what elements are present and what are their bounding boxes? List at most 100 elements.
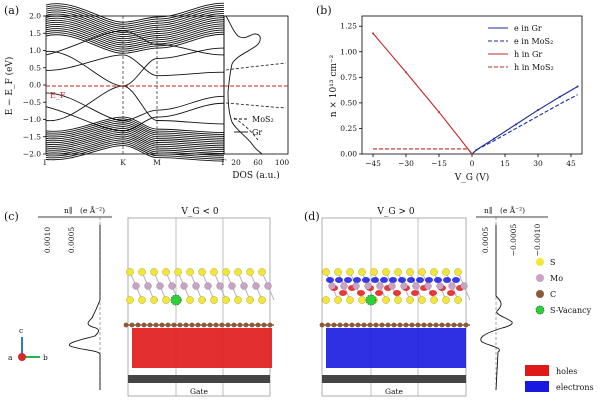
band-line: [45, 11, 225, 31]
structure-c-title: V_G < 0: [180, 207, 218, 217]
band-line: [45, 85, 225, 125]
chart-y-tick-label: 0.25: [340, 124, 357, 133]
c-atom: [355, 322, 361, 328]
band-lines: [45, 2, 225, 162]
hole-blob: [393, 290, 401, 296]
triad-b-label: b: [43, 353, 48, 362]
c-atom: [129, 322, 135, 328]
c-atom: [177, 322, 183, 328]
mo-atom: [264, 282, 272, 290]
series-point-0: [576, 85, 579, 88]
profile-c-tick-1: 0.0010: [43, 227, 52, 253]
s-vacancy-c: [170, 294, 182, 306]
s-atom: [394, 296, 402, 304]
s-atom: [210, 296, 218, 304]
c-atom: [373, 322, 379, 328]
chart-legend: e in Gr e in MoS₂ h in Gr h in MoS₂: [488, 24, 554, 72]
series-point-2: [372, 32, 374, 35]
s-atom: [430, 268, 438, 276]
c-atom: [237, 322, 243, 328]
c-atom: [171, 322, 177, 328]
band-y-tick-label: 0.0: [29, 81, 41, 90]
s-atom: [222, 268, 230, 276]
mo-atom: [228, 282, 236, 290]
chart-x-tick-label: −30: [398, 159, 414, 168]
electron-blob: [335, 277, 343, 283]
band-y-tick-label: 1.5: [29, 29, 41, 38]
panel-d-label: (d): [304, 210, 320, 223]
profile-c-tick-2: 0.0005: [67, 227, 76, 253]
legend-label-2: h in Gr: [514, 50, 542, 59]
s-atom: [162, 268, 170, 276]
electron-blob: [326, 277, 334, 283]
chart-x-tick-label: 15: [500, 159, 510, 168]
electron-blob: [407, 277, 415, 283]
atom-legend-swatch-3: [535, 305, 545, 315]
atom-legend-swatch-1: [536, 274, 544, 282]
charge-legend-label-0: holes: [556, 367, 577, 376]
c-atom: [451, 322, 457, 328]
c-atom: [427, 322, 433, 328]
mo-atom: [436, 282, 444, 290]
band-x-tick-gamma2: Γ: [221, 158, 226, 167]
s-atom: [246, 268, 254, 276]
mo-atom: [400, 282, 408, 290]
s-atom: [454, 268, 462, 276]
carrier-density-chart: −45 −30 −15 0 15 30 45 0.00 0.25 0.50 0.75 1.00 1.25…: [329, 15, 583, 183]
gate-electrode-c: [128, 375, 270, 383]
band-line: [45, 131, 225, 149]
band-y-tick-label: −1.0: [23, 115, 41, 124]
s-atom: [430, 296, 438, 304]
atom-legend-label-3: S-Vacancy: [550, 306, 592, 315]
charge-legend-swatch-0: [525, 365, 549, 376]
triad-a-label: a: [8, 353, 13, 362]
chart-y-tick-label: 0.75: [340, 73, 357, 82]
s-atom: [346, 296, 354, 304]
profile-d-curve: [480, 225, 513, 391]
hole-blob: [375, 290, 383, 296]
electron-blob: [416, 277, 424, 283]
mo-atom: [328, 282, 336, 290]
band-line: [45, 31, 225, 52]
band-y-tick-label: −1.5: [23, 132, 41, 141]
chart-x-tick-label: −45: [365, 159, 381, 168]
profile-d-tick-1: 0.0005: [481, 227, 490, 253]
s-atom: [418, 296, 426, 304]
series-point-2: [471, 153, 473, 155]
hole-blob: [339, 290, 347, 296]
c-atom: [403, 322, 409, 328]
mo-atom: [192, 282, 200, 290]
c-atom: [361, 322, 367, 328]
c-atom: [325, 322, 331, 328]
c-atom: [159, 322, 165, 328]
band-line: [45, 27, 225, 48]
atom-legend: S Mo C S-Vacancy: [535, 258, 592, 315]
c-atom: [267, 322, 273, 328]
mo-atom: [424, 282, 432, 290]
series-point-0: [537, 109, 539, 112]
band-line: [45, 133, 225, 151]
atom-legend-swatch-2: [536, 290, 544, 298]
s-atom: [334, 296, 342, 304]
electron-blob: [398, 277, 406, 283]
dos-axes-frame: [223, 15, 289, 155]
structure-d: V_G > 0 Gate: [319, 207, 471, 397]
c-atom: [231, 322, 237, 328]
chart-x-tick-label: 45: [566, 159, 576, 168]
panel-c-label: (c): [4, 210, 19, 223]
c-atom: [147, 322, 153, 328]
band-line: [45, 13, 225, 33]
dos-mos2-curve: [225, 62, 287, 141]
c-atom: [463, 322, 469, 328]
s-vacancy-d: [365, 294, 377, 306]
electron-blob: [344, 277, 352, 283]
profile-d: n∥ (e Å⁻²) 0.0005 −0.0005 −0.0010: [476, 206, 548, 391]
band-line: [45, 29, 225, 50]
profile-c: n∥ (e Å⁻²) 0.0010 0.0005: [38, 206, 112, 390]
band-y-tick-label: 0.5: [29, 63, 41, 72]
s-atom: [322, 296, 330, 304]
band-line: [45, 120, 225, 137]
band-line: [45, 25, 225, 46]
atom-legend-label-2: C: [550, 290, 556, 299]
band-line: [45, 116, 225, 134]
